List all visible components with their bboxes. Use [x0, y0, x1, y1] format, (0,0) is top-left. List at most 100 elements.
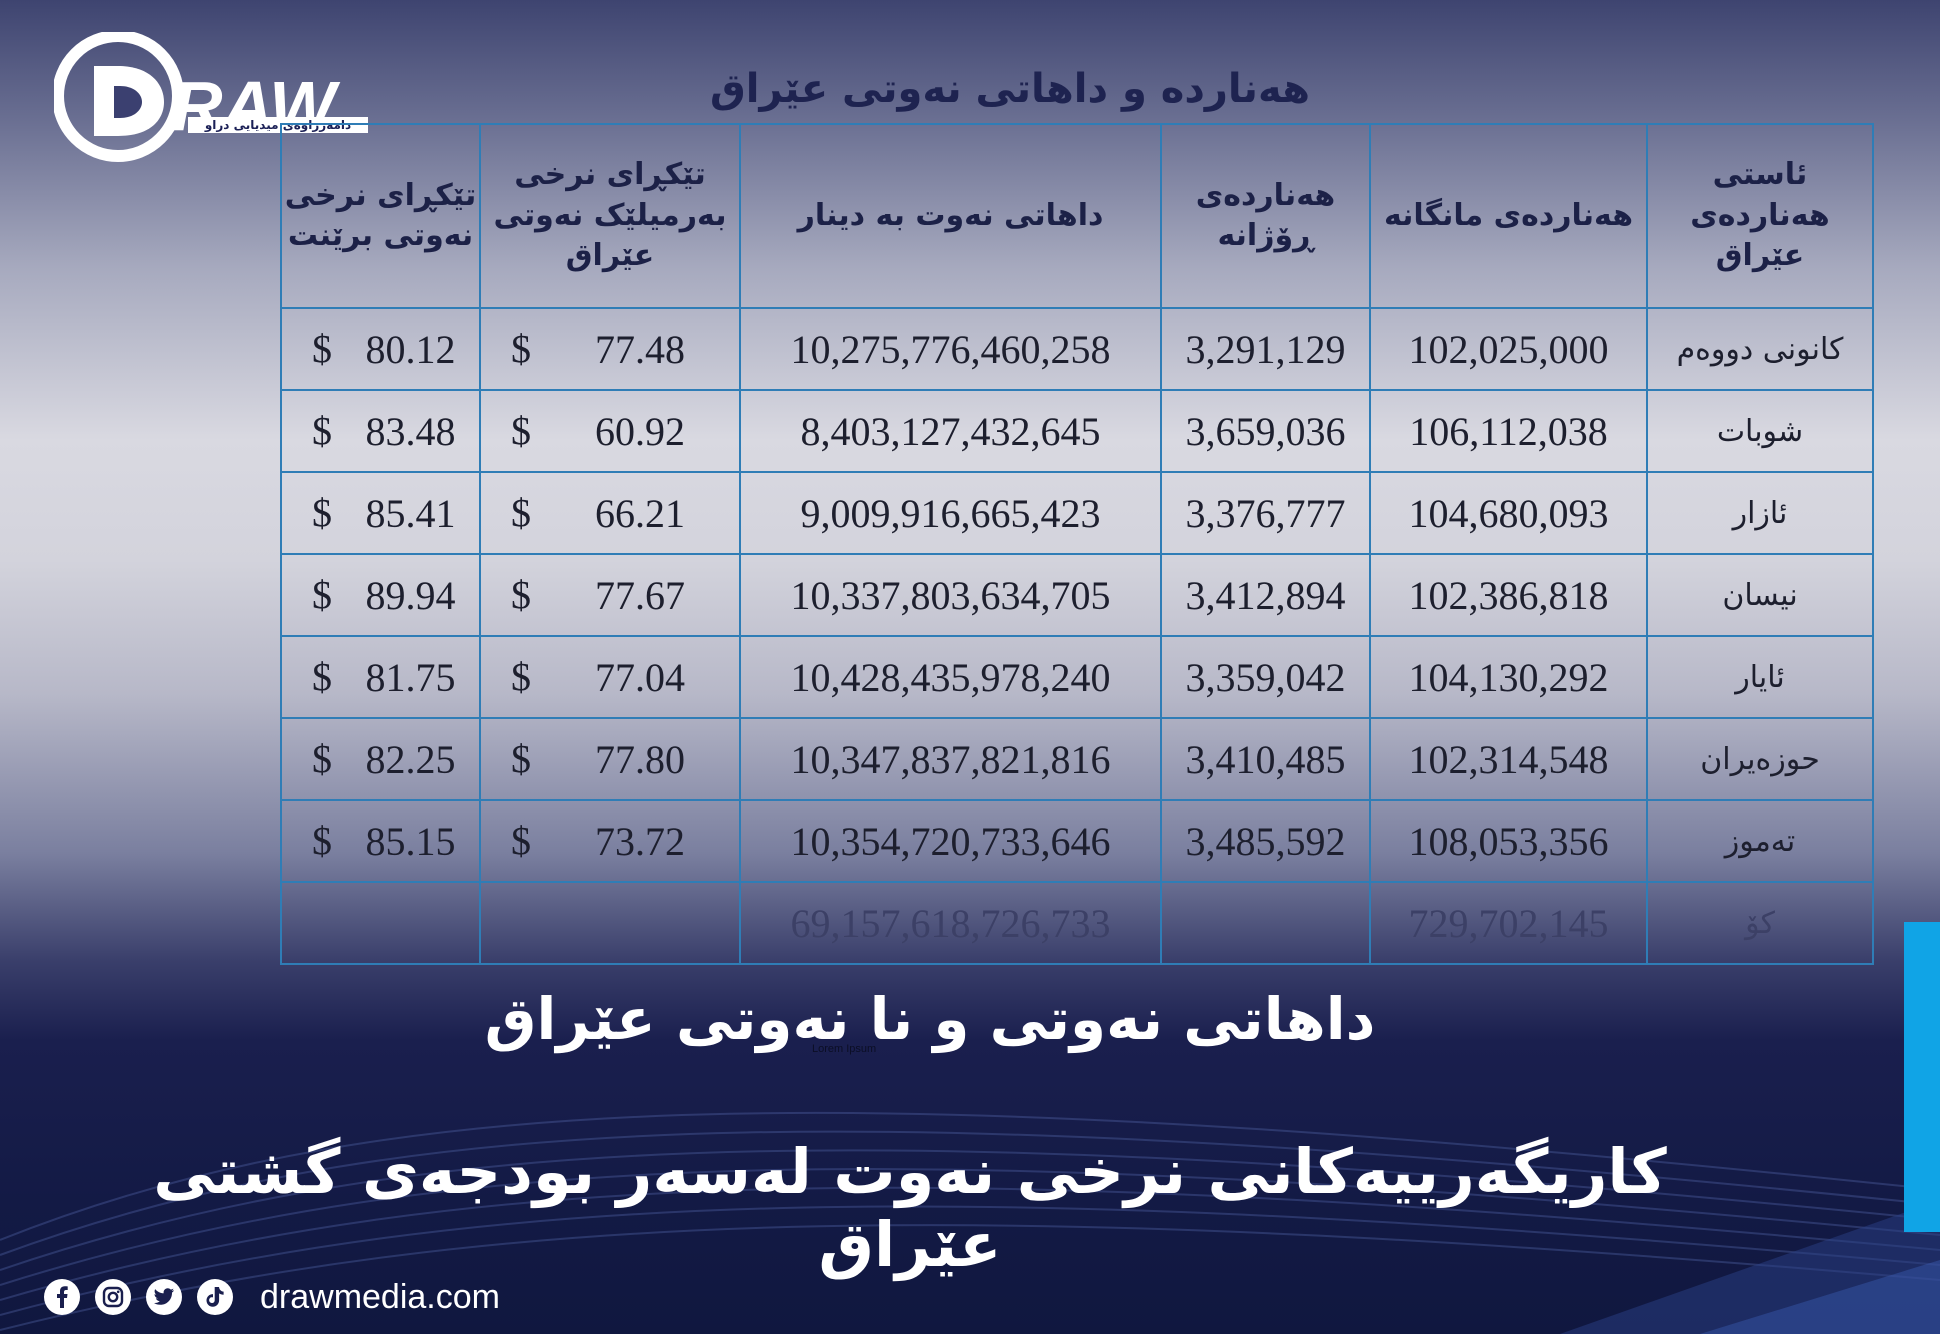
- price-value: 77.67: [595, 572, 685, 618]
- revenue-cell: 10,347,837,821,816: [739, 717, 1162, 801]
- revenue-cell: 10,275,776,460,258: [739, 307, 1162, 391]
- daily-export-cell: 3,359,042: [1160, 635, 1371, 719]
- daily-export-cell: 3,410,485: [1160, 717, 1371, 801]
- revenue-cell: 8,403,127,432,645: [739, 389, 1162, 473]
- headline-secondary: کاریگەرییەکانی نرخی نەوت لەسەر بودجەی گش…: [153, 1135, 1667, 1281]
- month-cell: تەموز: [1646, 799, 1874, 883]
- currency-symbol: $: [511, 490, 531, 536]
- currency-symbol: $: [312, 326, 332, 372]
- monthly-export-cell: 108,053,356: [1369, 799, 1648, 883]
- price-value: 80.12: [365, 326, 456, 372]
- header-cell: ئاستی هەناردەی عێراق: [1646, 123, 1874, 309]
- brent-price-cell: $89.94: [280, 553, 481, 637]
- monthly-export-cell: 102,314,548: [1369, 717, 1648, 801]
- tiktok-icon[interactable]: [197, 1279, 233, 1315]
- currency-symbol: $: [511, 408, 531, 454]
- currency-symbol: $: [312, 408, 332, 454]
- iraq-price-cell: $73.72: [479, 799, 741, 883]
- table-row: کانونی دووەم 102,025,000 3,291,129 10,275,7…: [280, 307, 1874, 391]
- twitter-icon[interactable]: [146, 1279, 182, 1315]
- currency-symbol: $: [511, 572, 531, 618]
- price-value: 82.25: [365, 736, 456, 782]
- daily-export-cell: 3,485,592: [1160, 799, 1371, 883]
- iraq-price-cell: $77.67: [479, 553, 741, 637]
- monthly-export-cell: 102,386,818: [1369, 553, 1648, 637]
- monthly-export-cell: 106,112,038: [1369, 389, 1648, 473]
- background-waves: [0, 1111, 1940, 1334]
- price-value: 89.94: [365, 572, 456, 618]
- currency-symbol: $: [511, 654, 531, 700]
- table-row: ئازار 104,680,093 3,376,777 9,009,916,665,4…: [280, 471, 1874, 555]
- table-row: نیسان 102,386,818 3,412,894 10,337,803,634,…: [280, 553, 1874, 637]
- revenue-cell: 10,428,435,978,240: [739, 635, 1162, 719]
- price-value: 66.21: [595, 490, 685, 536]
- price-value: 77.48: [595, 326, 685, 372]
- footer: drawmedia.com: [44, 1275, 500, 1319]
- header-cell: تێکڕای نرخی بەرمیلێک نەوتی عێراق: [479, 123, 741, 309]
- currency-symbol: $: [312, 818, 332, 864]
- currency-symbol: $: [312, 490, 332, 536]
- total-revenue-cell: 69,157,618,726,733: [739, 881, 1162, 965]
- price-value: 85.15: [365, 818, 456, 864]
- website-link[interactable]: drawmedia.com: [260, 1277, 500, 1316]
- monthly-export-cell: 104,130,292: [1369, 635, 1648, 719]
- total-row: کۆ 729,702,145 69,157,618,726,733: [280, 881, 1874, 965]
- instagram-icon[interactable]: [95, 1279, 131, 1315]
- total-label-cell: کۆ: [1646, 881, 1874, 965]
- table-row: شوبات 106,112,038 3,659,036 8,403,127,432,6…: [280, 389, 1874, 473]
- table-row: تەموز 108,053,356 3,485,592 10,354,720,733,…: [280, 799, 1874, 883]
- daily-export-cell: 3,412,894: [1160, 553, 1371, 637]
- currency-symbol: $: [511, 736, 531, 782]
- total-brent-price-cell: [280, 881, 481, 965]
- currency-symbol: $: [312, 736, 332, 782]
- daily-export-cell: 3,291,129: [1160, 307, 1371, 391]
- price-value: 85.41: [365, 490, 456, 536]
- table-row: حوزەیران 102,314,548 3,410,485 10,347,837,8…: [280, 717, 1874, 801]
- table-header-row: ئاستی هەناردەی عێراق هەناردەی مانگانە هە…: [280, 123, 1874, 309]
- currency-symbol: $: [511, 326, 531, 372]
- monthly-export-cell: 102,025,000: [1369, 307, 1648, 391]
- table-row: ئایار 104,130,292 3,359,042 10,428,435,978,…: [280, 635, 1874, 719]
- total-daily-cell: [1160, 881, 1371, 965]
- iraq-price-cell: $60.92: [479, 389, 741, 473]
- price-value: 77.04: [595, 654, 685, 700]
- accent-side-bar: [1904, 922, 1940, 1232]
- currency-symbol: $: [312, 572, 332, 618]
- iraq-price-cell: $77.04: [479, 635, 741, 719]
- table-title: هەناردە و داهاتی نەوتی عێراق: [710, 66, 1310, 112]
- brent-price-cell: $83.48: [280, 389, 481, 473]
- brent-price-cell: $85.15: [280, 799, 481, 883]
- month-cell: کانونی دووەم: [1646, 307, 1874, 391]
- oil-export-table: ئاستی هەناردەی عێراق هەناردەی مانگانە هە…: [280, 123, 1874, 965]
- revenue-cell: 10,337,803,634,705: [739, 553, 1162, 637]
- header-cell: داهاتی نەوت بە دینار: [739, 123, 1162, 309]
- month-cell: شوبات: [1646, 389, 1874, 473]
- iraq-price-cell: $66.21: [479, 471, 741, 555]
- monthly-export-cell: 104,680,093: [1369, 471, 1648, 555]
- brent-price-cell: $85.41: [280, 471, 481, 555]
- daily-export-cell: 3,659,036: [1160, 389, 1371, 473]
- currency-symbol: $: [511, 818, 531, 864]
- placeholder-text: Lorem Ipsum: [812, 1043, 877, 1055]
- brent-price-cell: $81.75: [280, 635, 481, 719]
- month-cell: نیسان: [1646, 553, 1874, 637]
- month-cell: ئایار: [1646, 635, 1874, 719]
- price-value: 73.72: [595, 818, 685, 864]
- total-monthly-cell: 729,702,145: [1369, 881, 1648, 965]
- revenue-cell: 9,009,916,665,423: [739, 471, 1162, 555]
- price-value: 81.75: [365, 654, 456, 700]
- currency-symbol: $: [312, 654, 332, 700]
- brent-price-cell: $80.12: [280, 307, 481, 391]
- month-cell: ئازار: [1646, 471, 1874, 555]
- price-value: 77.80: [595, 736, 685, 782]
- header-cell: هەناردەی مانگانە: [1369, 123, 1648, 309]
- iraq-price-cell: $77.48: [479, 307, 741, 391]
- header-cell: تێکڕای نرخی نەوتی برێنت: [280, 123, 481, 309]
- headline-primary: داهاتی نەوتی و نا نەوتی عێراق: [484, 985, 1376, 1053]
- daily-export-cell: 3,376,777: [1160, 471, 1371, 555]
- iraq-price-cell: $77.80: [479, 717, 741, 801]
- total-iraq-price-cell: [479, 881, 741, 965]
- price-value: 60.92: [595, 408, 685, 454]
- brent-price-cell: $82.25: [280, 717, 481, 801]
- facebook-icon[interactable]: [44, 1279, 80, 1315]
